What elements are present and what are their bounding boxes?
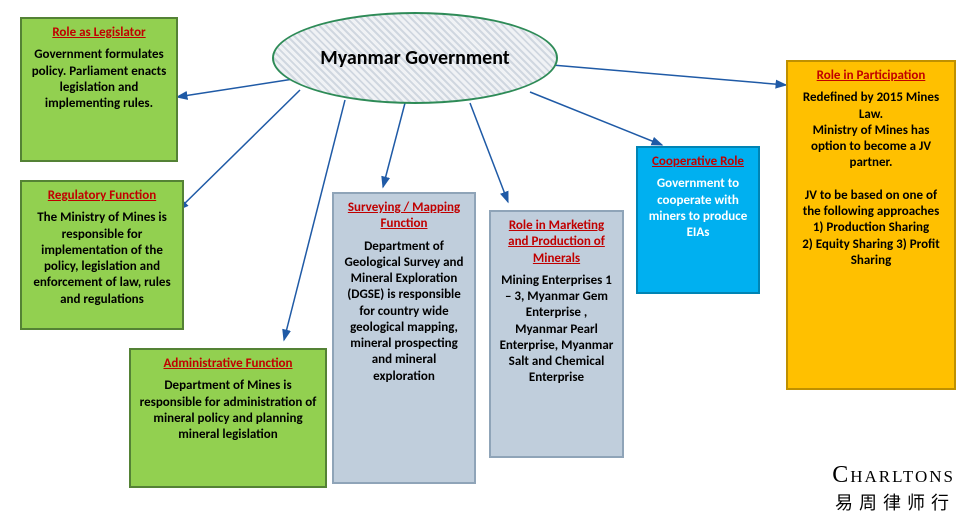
logo-block: Charltons 易周律师行 xyxy=(770,462,955,515)
arrow xyxy=(383,103,405,187)
box-legislator: Role as Legislator Government formulates … xyxy=(20,17,178,162)
box-regulatory: Regulatory Function The Ministry of Mines… xyxy=(20,180,184,330)
logo-sub: 易周律师行 xyxy=(770,489,955,515)
box-title: Role in Participation xyxy=(796,68,946,84)
box-title: Administrative Function xyxy=(139,356,317,372)
box-body: Department of Mines is responsible for a… xyxy=(140,378,317,442)
box-marketing: Role in Marketing and Production of Mine… xyxy=(489,210,624,458)
box-title: Regulatory Function xyxy=(30,188,174,204)
box-body: Government to cooperate with miners to p… xyxy=(649,176,748,240)
box-surveying: Surveying / Mapping Function Department o… xyxy=(332,192,476,484)
box-cooperative: Cooperative Role Government to cooperate … xyxy=(636,146,760,294)
box-title: Role in Marketing and Production of Mine… xyxy=(499,218,614,267)
box-body: Redefined by 2015 Mines Law. Ministry of… xyxy=(802,90,940,268)
central-node: Myanmar Government xyxy=(272,12,558,104)
central-title: Myanmar Government xyxy=(320,46,509,70)
box-participation: Role in Participation Redefined by 2015 M… xyxy=(786,60,956,390)
box-body: Mining Enterprises 1 – 3, Myanmar Gem En… xyxy=(500,273,614,386)
logo-main: Charltons xyxy=(770,462,955,489)
arrow xyxy=(178,90,300,210)
arrow xyxy=(530,92,662,145)
arrow xyxy=(177,78,300,97)
arrow xyxy=(552,65,786,85)
box-body: The Ministry of Mines is responsible for… xyxy=(33,210,170,306)
box-body: Department of Geological Survey and Mine… xyxy=(344,239,463,384)
box-administrative: Administrative Function Department of Min… xyxy=(129,348,327,488)
box-title: Cooperative Role xyxy=(646,154,750,170)
box-body: Government formulates policy. Parliament… xyxy=(32,47,167,111)
box-title: Role as Legislator xyxy=(30,25,168,41)
arrow xyxy=(470,103,508,202)
box-title: Surveying / Mapping Function xyxy=(342,200,466,233)
